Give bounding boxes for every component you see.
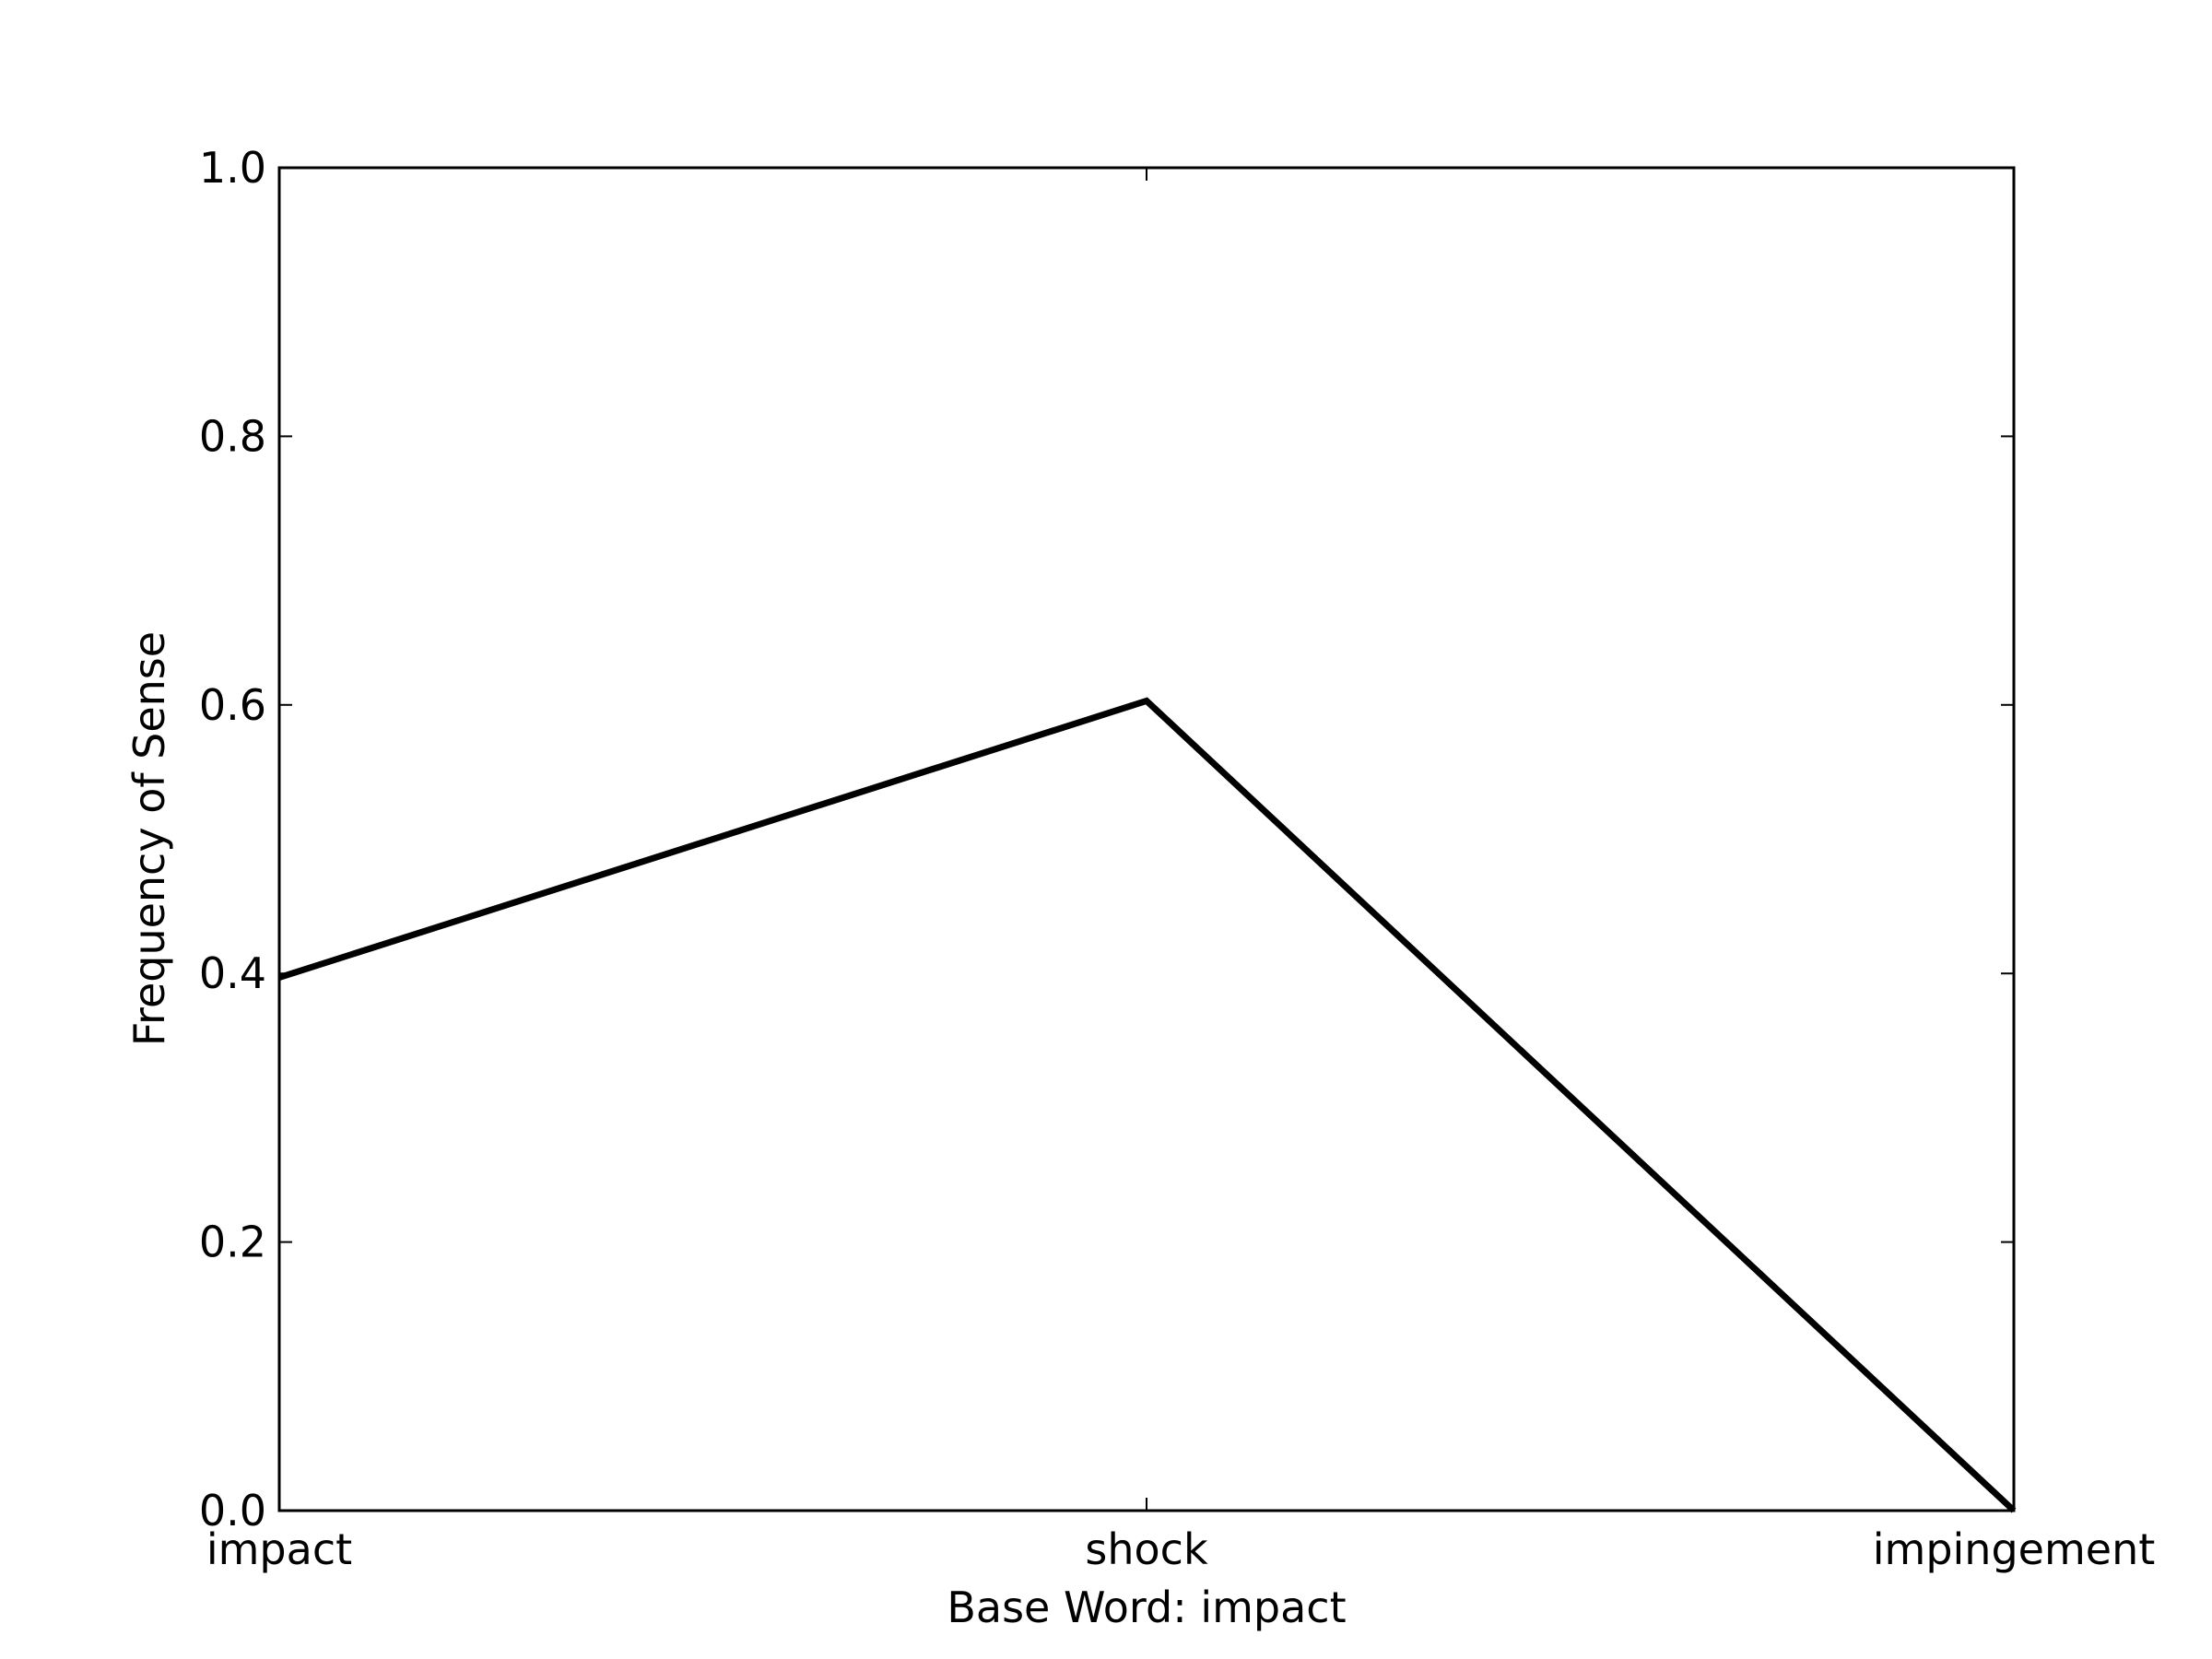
series-line [277, 697, 2017, 1513]
x-axis-label: Base Word: impact [947, 1583, 1346, 1632]
x-tick-label-2: impingement [1873, 1524, 2156, 1574]
x-tick-label-0: impact [206, 1524, 352, 1574]
y-tick-label-3: 0.6 [199, 680, 266, 730]
y-axis-ticks: 0.0 0.2 0.4 0.6 0.8 1.0 [199, 143, 2014, 1535]
x-tick-label-1: shock [1085, 1524, 1208, 1574]
y-tick-label-2: 0.4 [199, 948, 266, 998]
y-tick-label-1: 0.2 [199, 1218, 266, 1267]
y-tick-label-0: 0.0 [199, 1486, 266, 1535]
x-axis-ticks: impact shock impingement [206, 168, 2155, 1574]
plot-frame [277, 166, 2016, 1512]
y-tick-label-5: 1.0 [199, 143, 266, 193]
y-axis-label: Frequency of Sense [124, 631, 174, 1046]
plot-area [279, 168, 2014, 1511]
y-tick-label-4: 0.8 [199, 411, 266, 461]
